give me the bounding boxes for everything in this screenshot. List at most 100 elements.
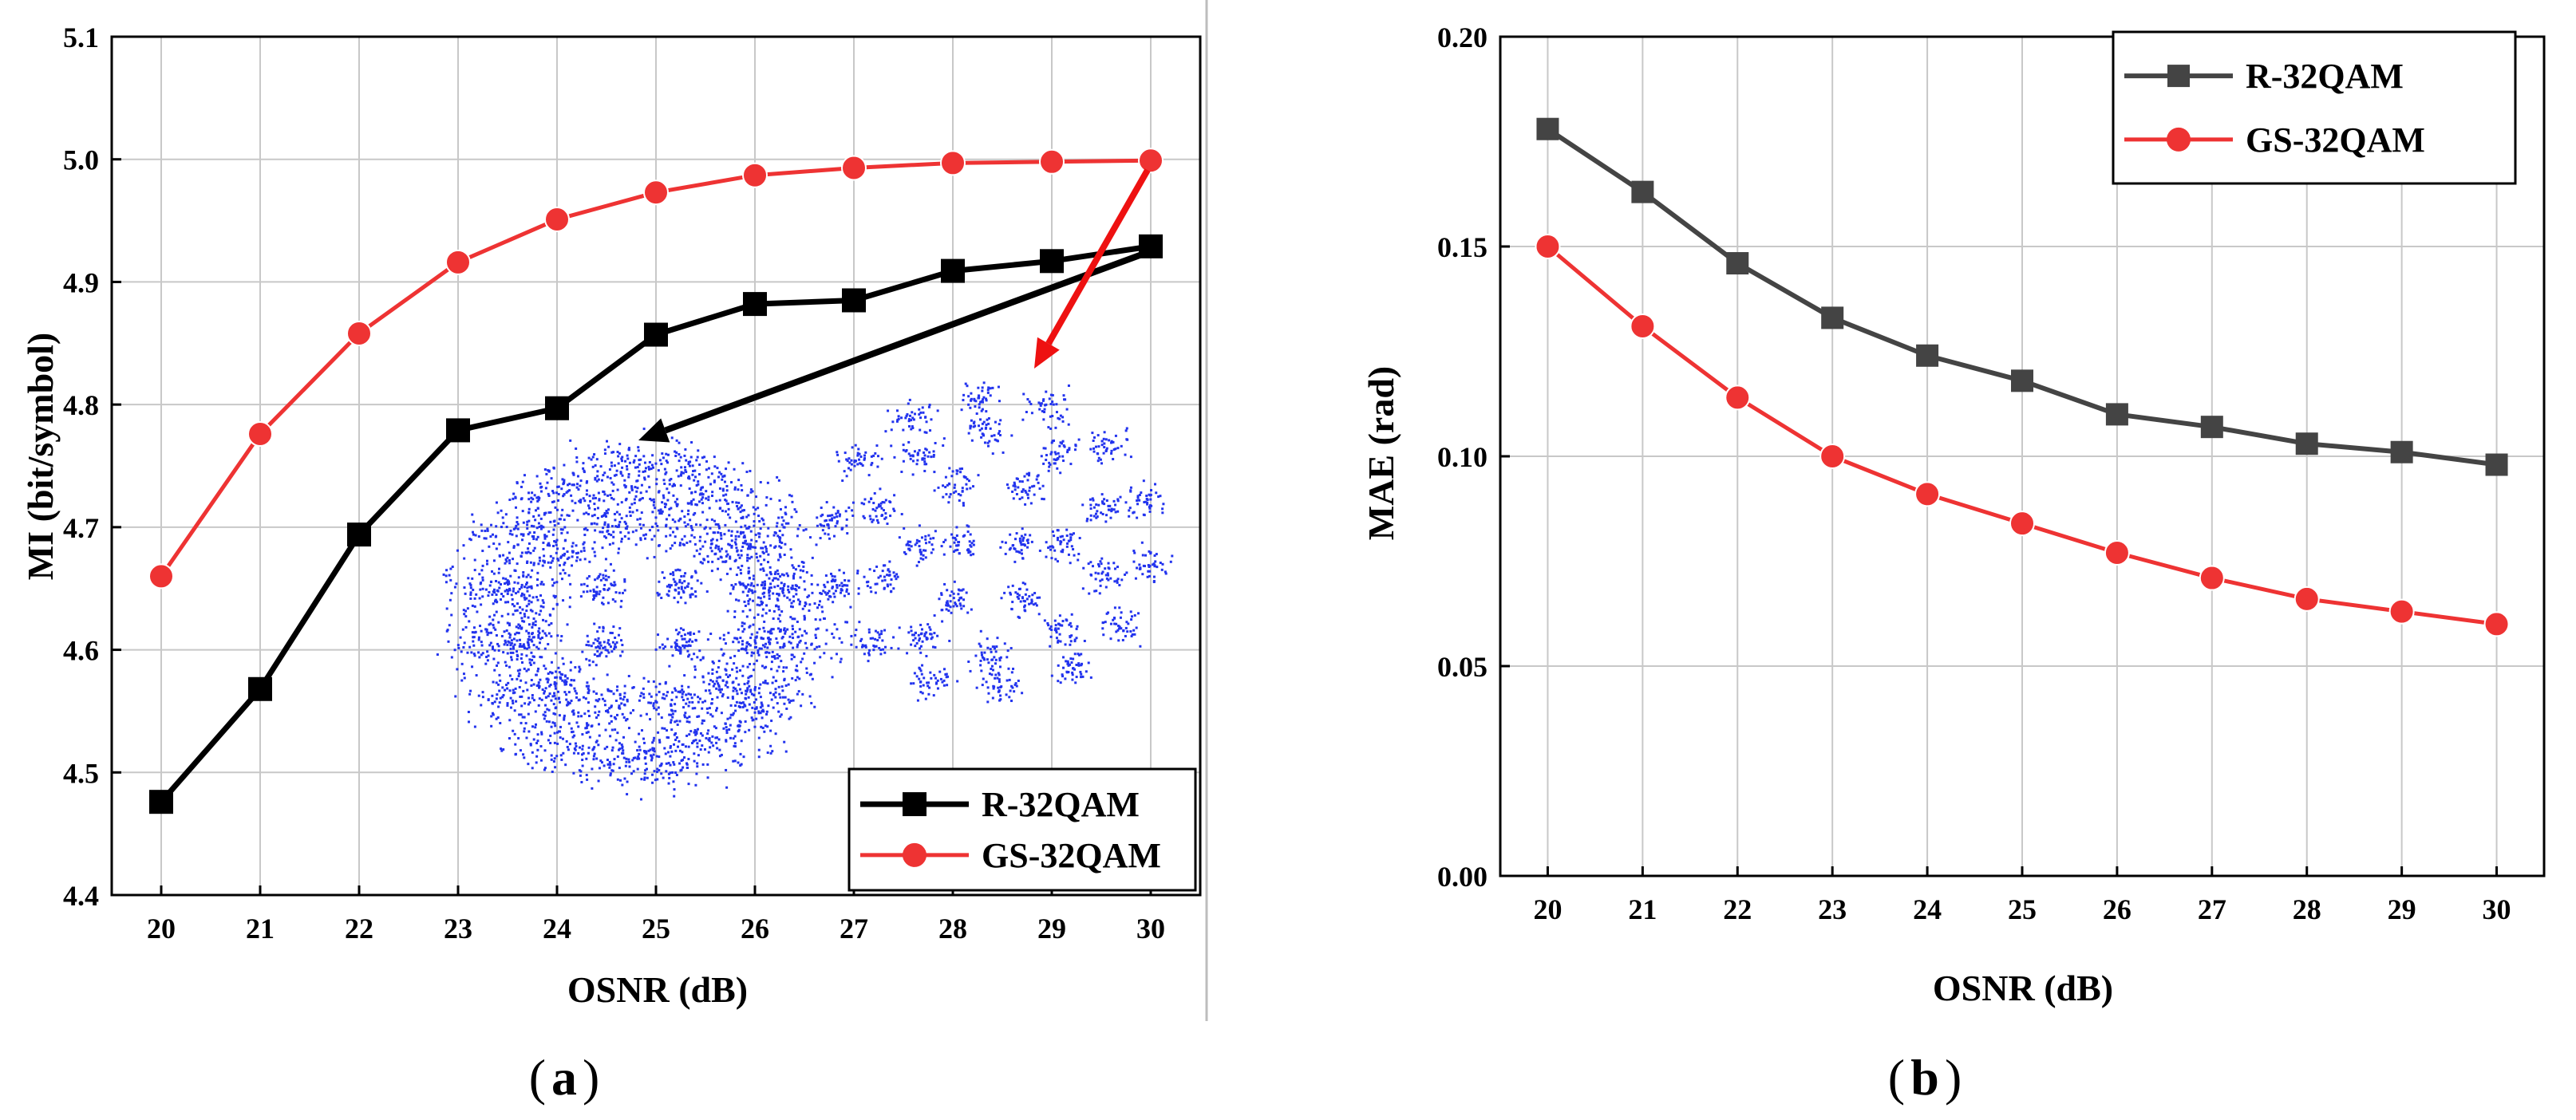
ca-point-gs32qam bbox=[544, 207, 570, 233]
chart-b-ylabel: MAE (rad) bbox=[1361, 366, 1401, 540]
ca-ytick-label: 4.6 bbox=[63, 635, 99, 667]
ca-xtick-label: 25 bbox=[642, 913, 670, 945]
arrow-r32qam-inset-head bbox=[638, 418, 670, 443]
cb-point-gs32qam bbox=[1630, 313, 1656, 339]
ca-point-r32qam bbox=[743, 292, 767, 317]
ca-xtick-label: 28 bbox=[938, 913, 967, 945]
ca-point-gs32qam bbox=[940, 150, 966, 176]
cb-xtick-label: 20 bbox=[1533, 893, 1562, 925]
svg-text:): ) bbox=[583, 1049, 599, 1106]
cb-ytick-label: 0.10 bbox=[1437, 441, 1488, 473]
cb-point-gs32qam bbox=[1535, 234, 1561, 259]
svg-text:(: ( bbox=[1888, 1049, 1905, 1106]
ca-point-r32qam bbox=[446, 418, 470, 443]
cb-point-gs32qam bbox=[2104, 539, 2130, 566]
chart-b-xlabel: OSNR (dB) bbox=[1933, 968, 2113, 1008]
cb-legend-label: R-32QAM bbox=[2246, 57, 2404, 96]
ca-xtick-label: 22 bbox=[345, 913, 373, 945]
cb-point-gs32qam bbox=[1819, 444, 1846, 469]
ca-ytick-label: 4.8 bbox=[63, 389, 99, 421]
cb-point-gs32qam bbox=[2009, 511, 2035, 537]
ca-point-gs32qam bbox=[742, 162, 768, 188]
chart-a-xlabel: OSNR (dB) bbox=[567, 969, 748, 1010]
cb-point-gs32qam bbox=[2388, 598, 2415, 625]
ca-legend-box bbox=[847, 767, 1197, 892]
ca-point-gs32qam bbox=[1039, 148, 1065, 175]
cb-point-gs32qam bbox=[1725, 385, 1751, 411]
ca-xtick-label: 21 bbox=[246, 913, 275, 945]
caption-b-letter: b bbox=[1910, 1049, 1939, 1106]
cb-point-r32qam bbox=[2295, 432, 2318, 455]
ca-ytick-label: 5.0 bbox=[63, 144, 99, 176]
cb-ytick-label: 0.20 bbox=[1437, 22, 1488, 53]
ca-point-gs32qam bbox=[1138, 148, 1164, 174]
cb-point-r32qam bbox=[2390, 440, 2413, 463]
ca-point-gs32qam bbox=[247, 421, 273, 448]
cb-legend-box bbox=[2112, 30, 2517, 185]
cb-point-r32qam bbox=[1726, 252, 1749, 275]
ca-xtick-label: 26 bbox=[741, 913, 769, 945]
arrow-gs32qam-inset-shaft bbox=[1045, 168, 1151, 345]
ca-point-r32qam bbox=[248, 676, 272, 701]
ca-point-r32qam bbox=[545, 396, 569, 420]
ca-xtick-label: 29 bbox=[1037, 913, 1066, 945]
cb-point-r32qam bbox=[2200, 416, 2223, 439]
cb-xtick-label: 30 bbox=[2483, 893, 2511, 925]
cb-point-gs32qam bbox=[2294, 586, 2320, 612]
ca-point-r32qam bbox=[941, 258, 965, 283]
ca-point-r32qam bbox=[1040, 249, 1064, 274]
cb-xtick-label: 22 bbox=[1723, 893, 1752, 925]
chart-panel-b: OSNR (dB) MAE (rad) 20 21 22 23 24 25 26 27 28 29… bbox=[1361, 22, 2546, 1008]
ca-legend-label: R-32QAM bbox=[982, 785, 1140, 824]
cb-xtick-label: 24 bbox=[1913, 893, 1942, 925]
cb-xtick-label: 23 bbox=[1818, 893, 1847, 925]
cb-point-r32qam bbox=[2105, 403, 2128, 426]
constellation-inset-r32qam bbox=[436, 428, 849, 801]
chart-panel-a: OSNR (dB) MI (bit/symbol) 20 21 22 23 24 25 26… bbox=[20, 22, 1202, 1010]
svg-text:(: ( bbox=[529, 1049, 546, 1106]
cb-point-gs32qam bbox=[2199, 565, 2225, 591]
ca-point-gs32qam bbox=[841, 155, 867, 181]
cb-point-r32qam bbox=[2485, 453, 2508, 476]
ca-ytick-label: 4.7 bbox=[63, 512, 99, 544]
cb-xtick-label: 21 bbox=[1628, 893, 1657, 925]
ca-point-gs32qam bbox=[643, 179, 669, 206]
cb-xtick-label: 29 bbox=[2388, 893, 2416, 925]
cb-point-r32qam bbox=[1631, 180, 1654, 203]
cb-point-gs32qam bbox=[1914, 481, 1941, 507]
ca-point-r32qam bbox=[347, 523, 371, 547]
cb-point-r32qam bbox=[1916, 344, 1939, 367]
ca-point-gs32qam bbox=[148, 563, 174, 590]
ca-point-r32qam bbox=[644, 322, 668, 347]
ca-xtick-label: 23 bbox=[444, 913, 472, 945]
cb-xtick-label: 26 bbox=[2103, 893, 2132, 925]
caption-b: ( b ) bbox=[1888, 1049, 1962, 1106]
ca-xtick-label: 20 bbox=[147, 913, 176, 945]
ca-ytick-label: 4.4 bbox=[63, 880, 99, 912]
cb-legend-marker-square bbox=[2167, 65, 2190, 88]
caption-a-letter: a bbox=[551, 1049, 577, 1106]
ca-xtick-label: 30 bbox=[1136, 913, 1165, 945]
constellation-inset-gs32qam bbox=[804, 381, 1174, 704]
ca-point-r32qam bbox=[149, 790, 173, 814]
cb-legend-label: GS-32QAM bbox=[2246, 120, 2425, 160]
cb-point-gs32qam bbox=[2483, 611, 2510, 637]
caption-a: ( a ) bbox=[529, 1049, 600, 1106]
cb-legend-marker-circle bbox=[2167, 127, 2191, 152]
ca-point-gs32qam bbox=[445, 249, 471, 275]
cb-xtick-label: 25 bbox=[2008, 893, 2037, 925]
cb-point-r32qam bbox=[1536, 117, 1559, 140]
ca-ytick-label: 5.1 bbox=[63, 22, 99, 53]
cb-ytick-label: 0.15 bbox=[1437, 231, 1488, 263]
ca-ytick-label: 4.9 bbox=[63, 266, 99, 298]
cb-xtick-label: 28 bbox=[2293, 893, 2321, 925]
ca-legend-label: GS-32QAM bbox=[982, 836, 1161, 875]
cb-ytick-label: 0.00 bbox=[1437, 861, 1488, 893]
ca-point-gs32qam bbox=[346, 320, 372, 346]
ca-legend-marker-circle bbox=[903, 842, 926, 867]
ca-point-r32qam bbox=[842, 288, 866, 313]
arrow-gs32qam-inset-head bbox=[1034, 337, 1060, 369]
ca-xtick-label: 24 bbox=[543, 913, 571, 945]
cb-point-r32qam bbox=[1821, 306, 1844, 329]
